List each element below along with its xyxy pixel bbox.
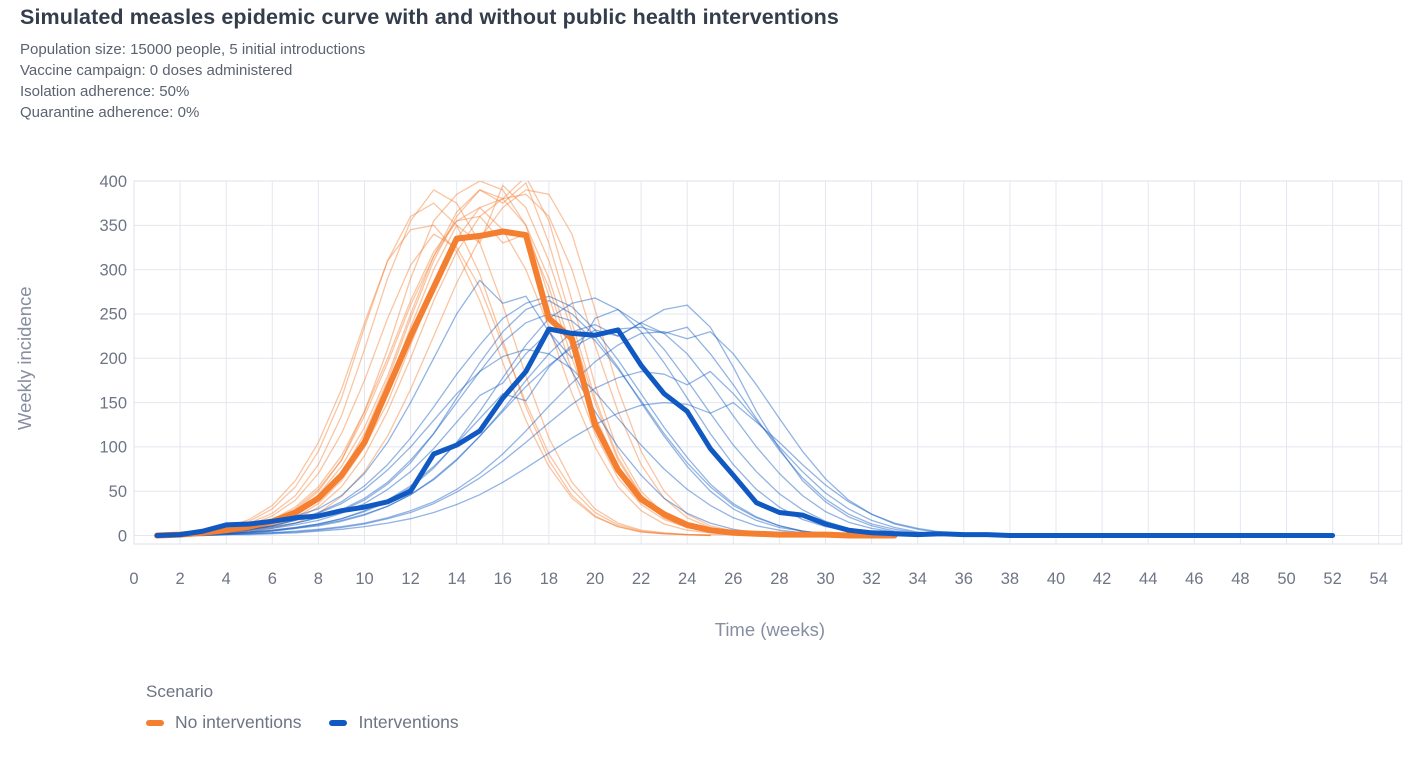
svg-text:50: 50 bbox=[1277, 570, 1295, 588]
svg-text:150: 150 bbox=[99, 394, 127, 412]
subtitle-vaccine: Vaccine campaign: 0 doses administered bbox=[20, 62, 293, 79]
svg-text:100: 100 bbox=[99, 439, 127, 457]
svg-text:300: 300 bbox=[99, 261, 127, 279]
subtitle-population: Population size: 15000 people, 5 initial… bbox=[20, 41, 366, 58]
svg-text:50: 50 bbox=[109, 483, 127, 501]
svg-text:10: 10 bbox=[355, 570, 373, 588]
x-axis-title: Time (weeks) bbox=[715, 619, 825, 640]
svg-text:36: 36 bbox=[955, 570, 973, 588]
y-axis-title: Weekly incidence bbox=[14, 286, 35, 430]
svg-text:6: 6 bbox=[268, 570, 277, 588]
svg-text:0: 0 bbox=[129, 570, 138, 588]
svg-text:350: 350 bbox=[99, 217, 127, 235]
svg-text:14: 14 bbox=[448, 570, 466, 588]
subtitle-quarantine: Quarantine adherence: 0% bbox=[20, 104, 200, 121]
svg-text:4: 4 bbox=[222, 570, 231, 588]
svg-text:28: 28 bbox=[770, 570, 788, 588]
svg-text:16: 16 bbox=[494, 570, 512, 588]
svg-text:34: 34 bbox=[909, 570, 927, 588]
svg-text:400: 400 bbox=[99, 173, 127, 191]
legend-title: Scenario bbox=[146, 682, 214, 701]
svg-text:26: 26 bbox=[724, 570, 742, 588]
svg-text:8: 8 bbox=[314, 570, 323, 588]
svg-text:0: 0 bbox=[118, 527, 127, 545]
svg-text:2: 2 bbox=[176, 570, 185, 588]
chart-legend: Scenario No interventions Interventions bbox=[146, 682, 459, 733]
svg-text:24: 24 bbox=[678, 570, 696, 588]
legend-entry-no-interventions: No interventions bbox=[146, 712, 301, 733]
svg-text:52: 52 bbox=[1323, 570, 1341, 588]
chart-subtitles: Population size: 15000 people, 5 initial… bbox=[20, 39, 365, 123]
svg-text:20: 20 bbox=[586, 570, 604, 588]
svg-text:250: 250 bbox=[99, 306, 127, 324]
legend-label-no-interventions: No interventions bbox=[175, 712, 302, 732]
svg-text:48: 48 bbox=[1231, 570, 1249, 588]
subtitle-isolation: Isolation adherence: 50% bbox=[20, 83, 190, 100]
svg-text:200: 200 bbox=[99, 350, 127, 368]
svg-text:46: 46 bbox=[1185, 570, 1203, 588]
svg-text:32: 32 bbox=[862, 570, 880, 588]
interventions-swatch-icon bbox=[329, 719, 348, 726]
svg-text:40: 40 bbox=[1047, 570, 1065, 588]
mean-lines bbox=[154, 228, 1336, 539]
svg-text:44: 44 bbox=[1139, 570, 1157, 588]
chart-title: Simulated measles epidemic curve with an… bbox=[20, 5, 839, 29]
legend-label-interventions: Interventions bbox=[358, 712, 459, 732]
legend-entry-interventions: Interventions bbox=[329, 712, 459, 733]
svg-text:38: 38 bbox=[1001, 570, 1019, 588]
svg-text:42: 42 bbox=[1093, 570, 1111, 588]
svg-text:12: 12 bbox=[401, 570, 419, 588]
svg-text:22: 22 bbox=[632, 570, 650, 588]
svg-text:30: 30 bbox=[816, 570, 834, 588]
plot-border bbox=[133, 180, 1403, 545]
svg-text:18: 18 bbox=[540, 570, 558, 588]
svg-text:54: 54 bbox=[1370, 570, 1388, 588]
no-interventions-swatch-icon bbox=[146, 719, 164, 726]
